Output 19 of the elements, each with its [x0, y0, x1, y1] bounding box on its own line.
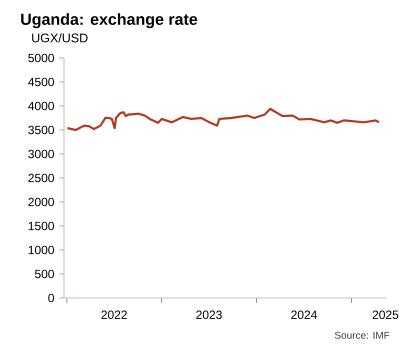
- y-tick-label: 1000: [28, 246, 54, 254]
- y-tick-label: 3000: [28, 150, 54, 158]
- y-tick-label: 4000: [28, 102, 54, 110]
- source-note: Source: IMF: [334, 332, 390, 339]
- x-tick-label: 2025: [372, 310, 398, 320]
- x-tick-label: 2024: [291, 310, 317, 320]
- y-tick-label: 500: [34, 270, 54, 278]
- y-tick-label: 4500: [28, 78, 54, 86]
- y-tick-label: 0: [48, 294, 54, 302]
- chart-title: Uganda: exchange rate: [21, 13, 198, 28]
- y-tick-label: 3500: [28, 126, 54, 134]
- x-tick-label: 2023: [196, 310, 222, 320]
- y-tick-label: 5000: [28, 54, 54, 62]
- y-tick-label: 2000: [28, 198, 54, 206]
- line-series: [66, 108, 380, 132]
- y-axis-title: UGX/USD: [32, 33, 88, 42]
- x-tick-label: 2022: [101, 310, 127, 320]
- y-tick-label: 2500: [28, 174, 54, 182]
- y-tick-label: 1500: [28, 222, 54, 230]
